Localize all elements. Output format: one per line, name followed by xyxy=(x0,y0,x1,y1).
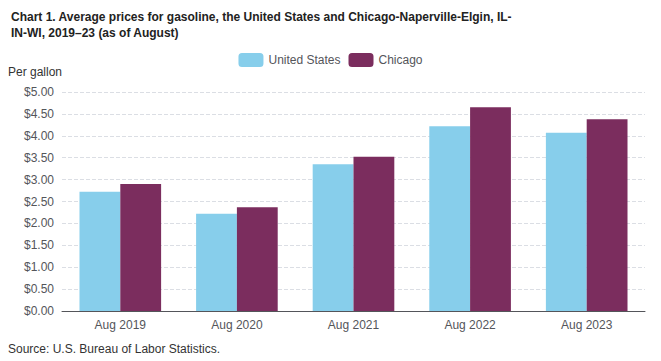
svg-text:Chart 1. Average prices for ga: Chart 1. Average prices for gasoline, th… xyxy=(11,10,512,24)
svg-text:Per gallon: Per gallon xyxy=(8,65,62,79)
svg-text:$2.00: $2.00 xyxy=(24,216,54,230)
svg-text:$1.00: $1.00 xyxy=(24,260,54,274)
svg-text:$0.00: $0.00 xyxy=(24,304,54,318)
svg-text:$4.00: $4.00 xyxy=(24,129,54,143)
svg-text:$1.50: $1.50 xyxy=(24,238,54,252)
svg-text:United States: United States xyxy=(268,53,340,67)
svg-text:Source: U.S. Bureau of Labor S: Source: U.S. Bureau of Labor Statistics. xyxy=(8,342,220,356)
svg-text:$3.50: $3.50 xyxy=(24,151,54,165)
svg-text:$4.50: $4.50 xyxy=(24,107,54,121)
svg-text:$2.50: $2.50 xyxy=(24,195,54,209)
svg-text:Aug 2022: Aug 2022 xyxy=(444,318,496,332)
svg-text:$5.00: $5.00 xyxy=(24,85,54,99)
svg-text:Aug 2019: Aug 2019 xyxy=(95,318,147,332)
svg-text:Aug 2020: Aug 2020 xyxy=(211,318,263,332)
svg-text:Aug 2021: Aug 2021 xyxy=(328,318,380,332)
svg-text:Chicago: Chicago xyxy=(379,53,423,67)
svg-text:IN-WI, 2019–23 (as of August): IN-WI, 2019–23 (as of August) xyxy=(11,26,179,40)
svg-text:Aug 2023: Aug 2023 xyxy=(561,318,613,332)
svg-text:$3.00: $3.00 xyxy=(24,173,54,187)
svg-text:$0.50: $0.50 xyxy=(24,282,54,296)
